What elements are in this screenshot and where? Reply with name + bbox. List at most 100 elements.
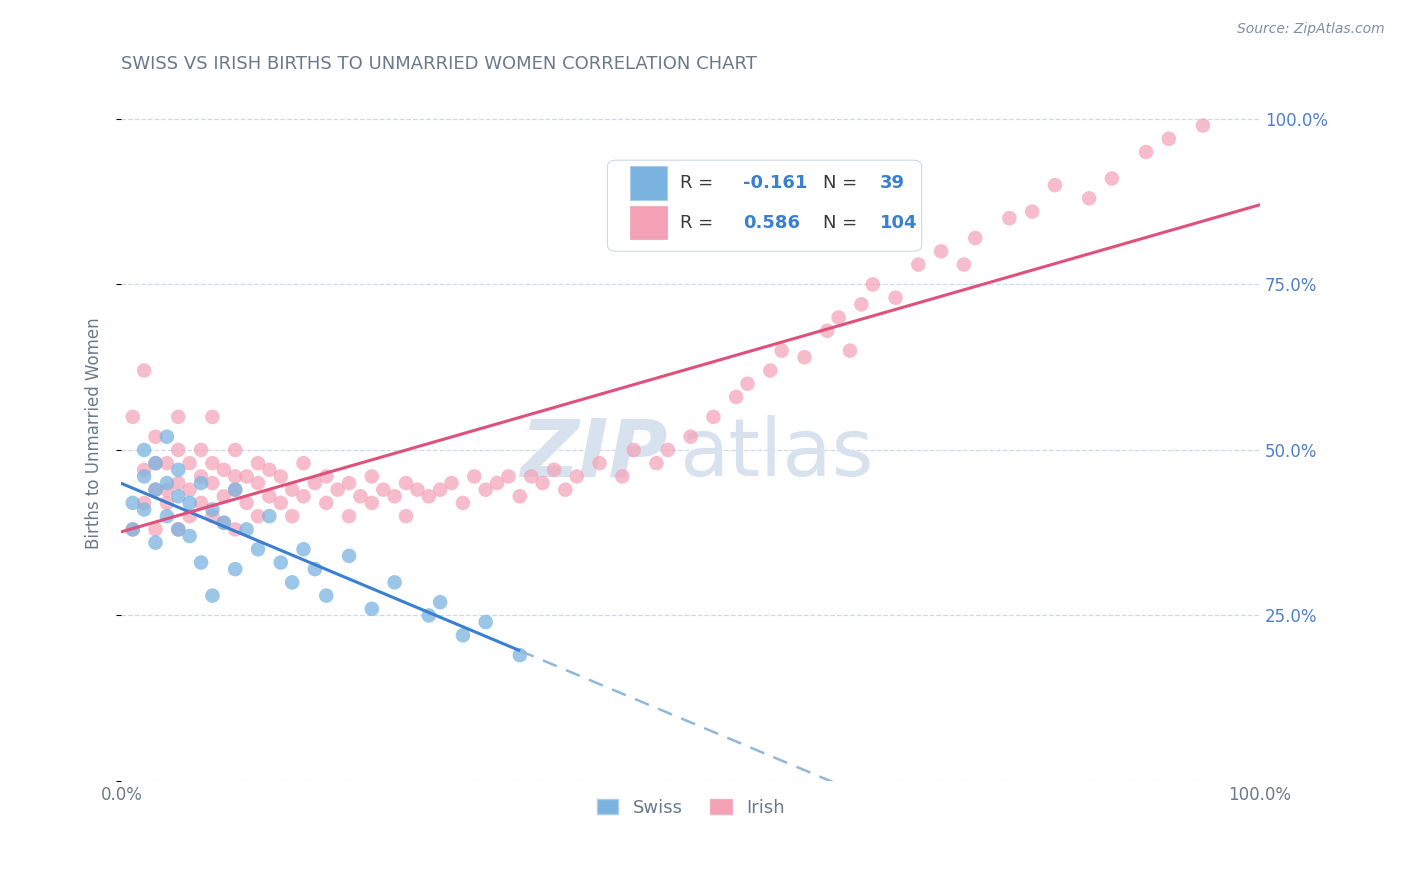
Point [1192,119,1215,133]
Point [156,509,179,524]
Point [145,456,167,470]
Point [167,523,190,537]
Point [1135,145,1157,159]
Point [167,442,190,457]
Point [190,442,212,457]
Point [292,542,315,557]
Point [167,463,190,477]
Point [167,489,190,503]
Point [212,516,235,530]
Point [418,608,440,623]
Point [190,556,212,570]
Point [281,575,304,590]
Point [623,442,645,457]
Point [259,463,281,477]
Point [725,390,748,404]
Point [190,496,212,510]
Text: SWISS VS IRISH BIRTHS TO UNMARRIED WOMEN CORRELATION CHART: SWISS VS IRISH BIRTHS TO UNMARRIED WOMEN… [121,55,758,73]
Point [292,489,315,503]
Point [281,509,304,524]
Point [384,575,406,590]
Point [246,542,269,557]
Point [134,496,156,510]
Point [224,483,246,497]
Point [498,469,520,483]
Point [145,430,167,444]
Point [156,483,179,497]
Point [315,496,337,510]
Point [201,409,224,424]
Point [156,476,179,491]
Bar [630,206,666,239]
Point [190,476,212,491]
Point [212,516,235,530]
Point [1101,171,1123,186]
Point [337,549,360,563]
Text: Source: ZipAtlas.com: Source: ZipAtlas.com [1237,22,1385,37]
Point [246,509,269,524]
Point [179,509,201,524]
Point [429,483,451,497]
Point [337,509,360,524]
Point [554,483,576,497]
Point [145,456,167,470]
Point [304,476,326,491]
Point [315,589,337,603]
Point [907,258,929,272]
Point [224,469,246,483]
Point [395,509,418,524]
Text: 39: 39 [880,174,904,192]
Point [337,476,360,491]
FancyBboxPatch shape [607,161,922,252]
Point [463,469,485,483]
Point [520,469,543,483]
Point [793,351,815,365]
Point [235,523,257,537]
Point [121,523,143,537]
Point [862,277,884,292]
Point [315,469,337,483]
Point [212,489,235,503]
Point [509,489,531,503]
Text: N =: N = [823,174,863,192]
Point [270,496,292,510]
Point [451,628,474,642]
Point [884,291,907,305]
Point [1157,132,1180,146]
Point [167,476,190,491]
Point [224,523,246,537]
Point [304,562,326,576]
Point [134,469,156,483]
Point [156,496,179,510]
Point [246,456,269,470]
Point [201,476,224,491]
Point [224,442,246,457]
Text: R =: R = [681,174,720,192]
Text: atlas: atlas [679,416,873,493]
Point [326,483,349,497]
Point [224,562,246,576]
Point [360,602,382,616]
Point [179,456,201,470]
Point [201,456,224,470]
Point [212,463,235,477]
Legend: Swiss, Irish: Swiss, Irish [589,792,792,824]
Point [839,343,862,358]
Point [179,529,201,543]
Point [281,483,304,497]
Point [145,483,167,497]
Point [588,456,610,470]
Point [474,615,496,629]
Point [259,509,281,524]
Point [360,469,382,483]
Point [270,469,292,483]
Point [827,310,849,325]
Point [145,483,167,497]
Point [953,258,976,272]
Point [360,496,382,510]
Text: N =: N = [823,214,863,232]
Point [486,476,509,491]
Text: -0.161: -0.161 [742,174,807,192]
Point [201,589,224,603]
Point [235,469,257,483]
